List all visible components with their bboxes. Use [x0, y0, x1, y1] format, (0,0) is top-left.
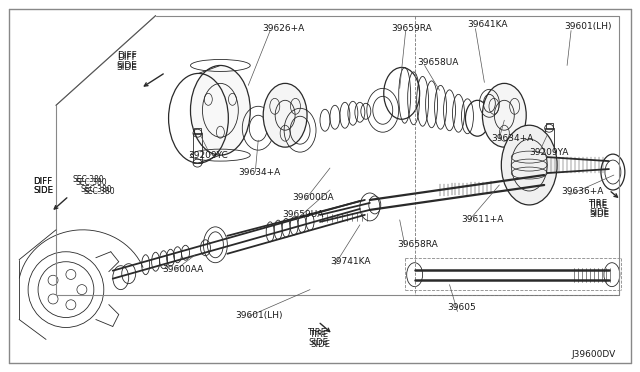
Ellipse shape [483, 83, 526, 147]
Ellipse shape [191, 65, 250, 155]
Text: 39600AA: 39600AA [163, 265, 204, 274]
Bar [545, 128, 554, 158]
Text: 39209YC: 39209YC [189, 151, 228, 160]
Bar [195, 128, 202, 134]
Text: TIRE
SIDE: TIRE SIDE [589, 201, 609, 219]
Text: 39658RA: 39658RA [397, 240, 438, 249]
Text: 39601(LH): 39601(LH) [564, 22, 612, 31]
Text: SEC.380: SEC.380 [73, 174, 104, 183]
Text: 39636+A: 39636+A [561, 187, 604, 196]
Text: 39600DA: 39600DA [292, 193, 333, 202]
Bar [546, 123, 553, 129]
Text: 39634+A: 39634+A [492, 134, 534, 143]
Text: SEC.380: SEC.380 [84, 187, 115, 196]
Text: 39659UA: 39659UA [282, 211, 323, 219]
Text: J39600DV: J39600DV [571, 350, 615, 359]
Text: DIFF
SIDE: DIFF SIDE [33, 177, 53, 195]
Text: TIRE
SIDE: TIRE SIDE [589, 199, 609, 217]
Text: 39641KA: 39641KA [467, 20, 508, 29]
Text: 39626+A: 39626+A [262, 24, 305, 33]
Text: TIRE
SIDE: TIRE SIDE [310, 330, 330, 349]
Text: DIFF
SIDE: DIFF SIDE [33, 177, 53, 195]
Text: 39741KA: 39741KA [330, 257, 371, 266]
Text: DIFF
SIDE: DIFF SIDE [116, 53, 137, 72]
Text: SEC.380: SEC.380 [81, 186, 113, 195]
Text: 39658UA: 39658UA [418, 58, 459, 67]
Text: SEC.380: SEC.380 [76, 177, 108, 186]
Text: DIFF
SIDE: DIFF SIDE [116, 51, 137, 70]
Text: TIRE
SIDE: TIRE SIDE [308, 328, 328, 347]
Ellipse shape [501, 125, 557, 205]
Text: 39634+A: 39634+A [238, 167, 280, 177]
Text: 39611+A: 39611+A [461, 215, 504, 224]
Bar [193, 133, 202, 163]
Text: 39601(LH): 39601(LH) [236, 311, 283, 320]
Text: 39605: 39605 [447, 303, 476, 312]
Text: 39659RA: 39659RA [392, 24, 433, 33]
Text: 39209YA: 39209YA [529, 148, 568, 157]
Ellipse shape [263, 83, 307, 147]
